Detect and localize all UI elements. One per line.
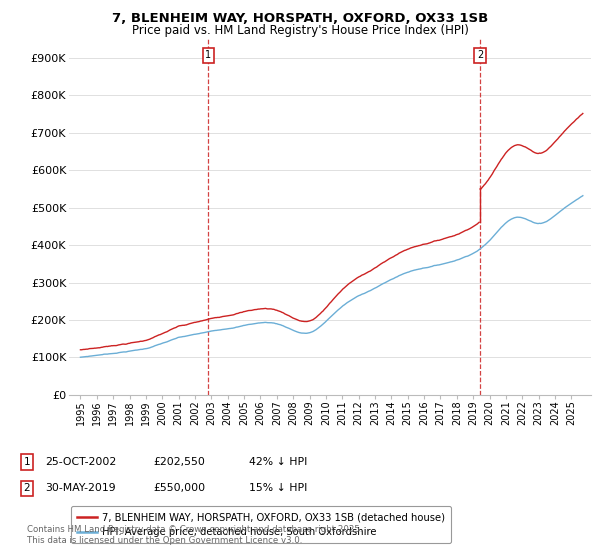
Text: £550,000: £550,000: [153, 483, 205, 493]
Text: 7, BLENHEIM WAY, HORSPATH, OXFORD, OX33 1SB: 7, BLENHEIM WAY, HORSPATH, OXFORD, OX33 …: [112, 12, 488, 25]
Text: 1: 1: [205, 50, 211, 60]
Legend: 7, BLENHEIM WAY, HORSPATH, OXFORD, OX33 1SB (detached house), HPI: Average price: 7, BLENHEIM WAY, HORSPATH, OXFORD, OX33 …: [71, 506, 451, 543]
Text: 15% ↓ HPI: 15% ↓ HPI: [249, 483, 307, 493]
Text: 2: 2: [23, 483, 31, 493]
Text: 42% ↓ HPI: 42% ↓ HPI: [249, 457, 307, 467]
Text: 1: 1: [23, 457, 31, 467]
Text: 25-OCT-2002: 25-OCT-2002: [45, 457, 116, 467]
Text: 2: 2: [477, 50, 483, 60]
Text: 30-MAY-2019: 30-MAY-2019: [45, 483, 116, 493]
Text: £202,550: £202,550: [153, 457, 205, 467]
Text: Contains HM Land Registry data © Crown copyright and database right 2025.
This d: Contains HM Land Registry data © Crown c…: [27, 525, 362, 545]
Text: Price paid vs. HM Land Registry's House Price Index (HPI): Price paid vs. HM Land Registry's House …: [131, 24, 469, 36]
